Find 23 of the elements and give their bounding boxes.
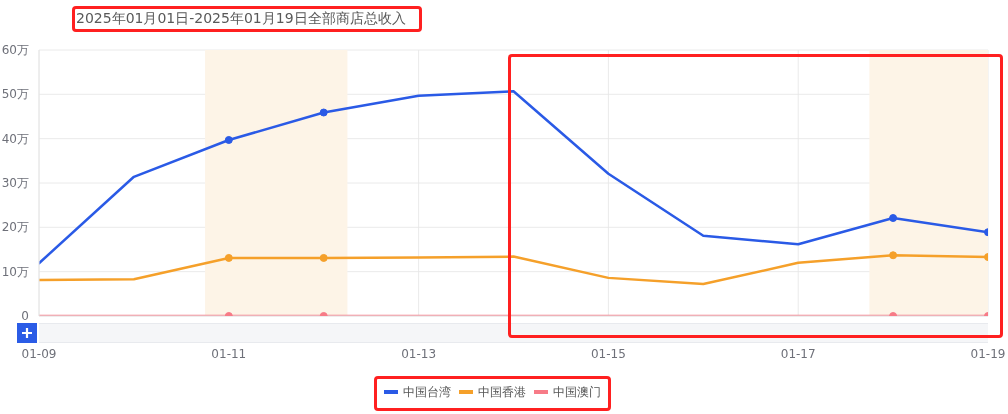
y-tick-label: 10万 xyxy=(1,264,29,279)
y-tick-label: 30万 xyxy=(1,176,29,190)
y-tick-label: 40万 xyxy=(1,131,29,146)
point xyxy=(889,251,898,260)
point xyxy=(224,136,233,144)
legend-label: 中国台湾 xyxy=(403,383,451,401)
point xyxy=(224,253,233,262)
chart-title: 2025年01月01日-2025年01月19日全部商店总收入 xyxy=(76,10,406,26)
point xyxy=(319,253,328,262)
point xyxy=(889,214,898,223)
x-tick-label: 01-09 xyxy=(21,347,57,361)
point xyxy=(319,108,328,117)
x-tick-label: 01-19 xyxy=(970,347,1006,361)
x-tick-label: 01-11 xyxy=(211,347,247,361)
y-tick-label: 0 xyxy=(21,309,29,323)
y-tick-label: 20万 xyxy=(1,220,29,235)
legend-label: 中国香港 xyxy=(478,383,526,401)
x-tick-label: 01-17 xyxy=(780,347,816,361)
y-tick-label: 60万 xyxy=(1,43,29,57)
x-tick-label: 01-13 xyxy=(401,347,437,361)
y-tick-label: 50万 xyxy=(1,87,29,102)
legend-label: 中国澳门 xyxy=(553,383,601,401)
x-tick-label: 01-15 xyxy=(590,347,626,361)
